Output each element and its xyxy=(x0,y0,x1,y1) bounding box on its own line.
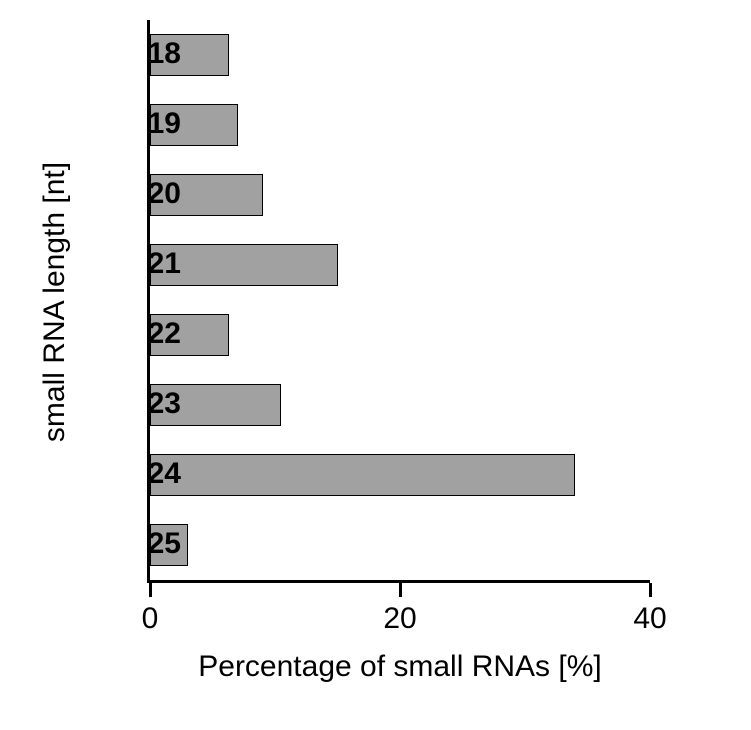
plot-area xyxy=(150,20,650,580)
y-category-label: 22 xyxy=(121,317,181,351)
x-tick-label: 0 xyxy=(110,602,190,636)
x-tick-label: 40 xyxy=(610,602,690,636)
x-tick xyxy=(399,583,402,597)
y-category-label: 20 xyxy=(121,177,181,211)
y-category-label: 25 xyxy=(121,527,181,561)
y-axis-title: small RNA length [nt] xyxy=(38,152,72,452)
y-category-label: 18 xyxy=(121,37,181,71)
y-axis-line xyxy=(147,20,150,583)
x-tick xyxy=(149,583,152,597)
x-tick xyxy=(649,583,652,597)
y-category-label: 24 xyxy=(121,457,181,491)
bar xyxy=(150,454,575,496)
chart-container: small RNA length [nt] Percentage of smal… xyxy=(0,0,751,730)
x-axis-title: Percentage of small RNAs [%] xyxy=(150,650,650,684)
x-tick-label: 20 xyxy=(360,602,440,636)
y-category-label: 23 xyxy=(121,387,181,421)
y-category-label: 19 xyxy=(121,107,181,141)
y-category-label: 21 xyxy=(121,247,181,281)
